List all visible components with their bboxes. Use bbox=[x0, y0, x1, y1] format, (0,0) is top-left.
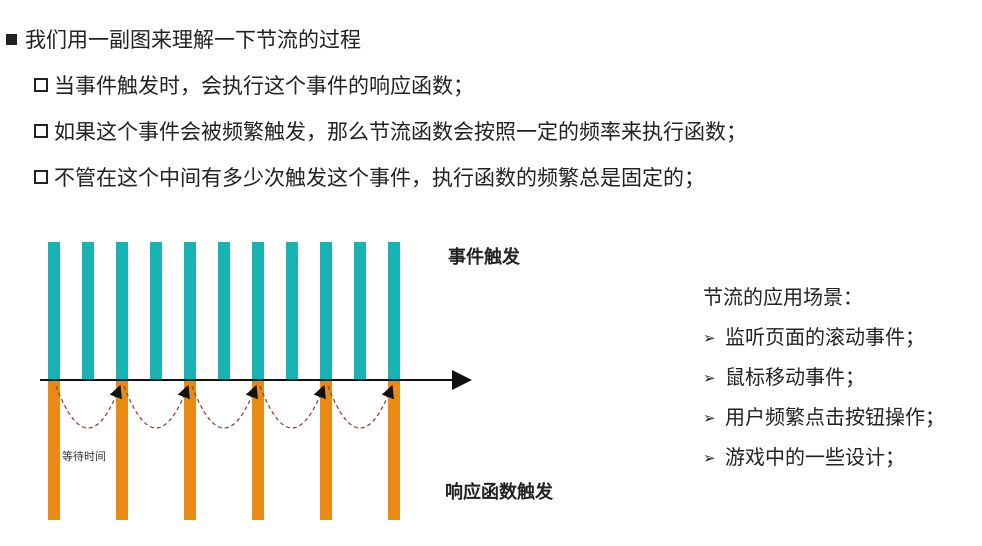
response-trigger-bar bbox=[388, 381, 400, 520]
event-trigger-bar bbox=[320, 242, 332, 380]
arrow-bullet-icon: ➢ bbox=[703, 409, 716, 427]
point-text: 不管在这个中间有多少次触发这个事件，执行函数的频繁总是固定的； bbox=[54, 166, 705, 190]
response-trigger-bar bbox=[48, 381, 60, 520]
point-text: 如果这个事件会被频繁触发，那么节流函数会按照一定的频率来执行函数； bbox=[54, 120, 747, 144]
event-trigger-bar bbox=[184, 242, 196, 380]
label-response-trigger: 响应函数触发 bbox=[445, 481, 554, 503]
point-text: 当事件触发时，会执行这个事件的响应函数； bbox=[54, 74, 474, 98]
point-3: 不管在这个中间有多少次触发这个事件，执行函数的频繁总是固定的； bbox=[34, 163, 705, 193]
label-event-trigger: 事件触发 bbox=[448, 246, 521, 268]
event-trigger-bar bbox=[116, 242, 128, 380]
event-trigger-bar bbox=[354, 242, 366, 380]
scenario-text: 鼠标移动事件； bbox=[725, 365, 865, 389]
arrow-bullet-icon: ➢ bbox=[703, 449, 716, 467]
response-trigger-bar bbox=[320, 381, 332, 520]
point-2: 如果这个事件会被频繁触发，那么节流函数会按照一定的频率来执行函数； bbox=[34, 117, 747, 147]
wait-curve bbox=[327, 384, 394, 429]
event-trigger-bar bbox=[82, 242, 94, 380]
arrow-bullet-icon: ➢ bbox=[703, 369, 716, 387]
event-trigger-bar bbox=[286, 242, 298, 380]
hollow-square-bullet-icon bbox=[34, 78, 48, 92]
point-1: 当事件触发时，会执行这个事件的响应函数； bbox=[34, 71, 474, 101]
label-wait-time: 等待时间 bbox=[62, 449, 106, 463]
square-bullet-icon bbox=[6, 33, 17, 45]
response-trigger-bars bbox=[48, 381, 400, 520]
event-trigger-bar bbox=[48, 242, 60, 380]
wait-curve bbox=[123, 384, 190, 429]
wait-curve bbox=[191, 384, 258, 429]
scenario-text: 用户频繁点击按钮操作； bbox=[725, 405, 945, 429]
scenarios-title: 节流的应用场景： bbox=[703, 285, 863, 309]
scenario-item: ➢ 监听页面的滚动事件； bbox=[703, 323, 925, 353]
scenario-item: ➢ 用户频繁点击按钮操作； bbox=[703, 403, 945, 433]
scenario-text: 游戏中的一些设计； bbox=[725, 445, 905, 469]
event-trigger-bar bbox=[252, 242, 264, 380]
wait-curve bbox=[259, 384, 326, 429]
response-trigger-bar bbox=[116, 381, 128, 520]
scenario-text: 监听页面的滚动事件； bbox=[725, 325, 925, 349]
scenario-item: ➢ 鼠标移动事件； bbox=[703, 363, 865, 393]
heading: 我们用一副图来理解一下节流的过程 bbox=[6, 25, 361, 55]
response-trigger-bar bbox=[252, 381, 264, 520]
hollow-square-bullet-icon bbox=[34, 170, 48, 184]
heading-text: 我们用一副图来理解一下节流的过程 bbox=[25, 28, 361, 52]
arrow-bullet-icon: ➢ bbox=[703, 329, 716, 347]
event-trigger-bar bbox=[150, 242, 162, 380]
wait-curves bbox=[55, 384, 394, 429]
hollow-square-bullet-icon bbox=[34, 124, 48, 138]
event-trigger-bar bbox=[218, 242, 230, 380]
scenario-item: ➢ 游戏中的一些设计； bbox=[703, 443, 905, 473]
response-trigger-bar bbox=[184, 381, 196, 520]
event-trigger-bar bbox=[388, 242, 400, 380]
event-trigger-bars bbox=[48, 242, 400, 380]
wait-curve bbox=[55, 384, 122, 429]
